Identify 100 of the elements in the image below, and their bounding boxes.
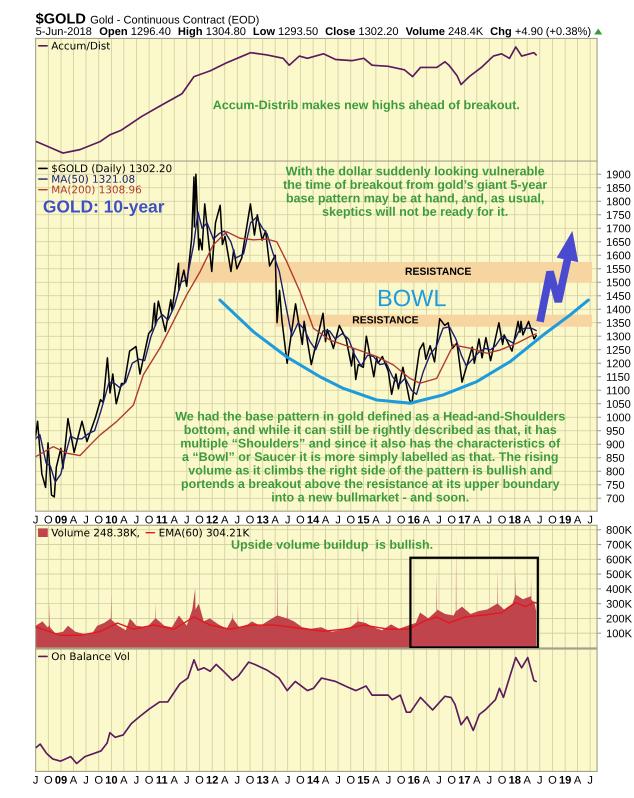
annotation: We had the base pattern in gold defined as a Head-and-Shoulders bottom, and while it can still be rightly described as that, it has multiple “Shoulders” and since it also has the characteristics of a “Bowl” or Saucer it is more simply labelled as that. The rising volume as it climbs the right side of the pattern is bullish and portends a breakout above the resistance at its upper boundary into a new bullmarket - and soon. <box>175 411 565 502</box>
x-tick-label: 09 <box>55 516 67 524</box>
x-tick-label: O <box>44 776 52 784</box>
x-tick-label: J <box>486 776 492 784</box>
x-tick-label: A <box>120 516 128 524</box>
x-tick-label: A <box>524 776 531 784</box>
x-tick-label: 13 <box>257 516 268 524</box>
y-tick-label: 1400 <box>606 306 630 314</box>
x-tick-label: 18 <box>509 516 521 524</box>
y-tick-label: 900 <box>606 440 624 448</box>
legend-label: $GOLD (Daily) 1302.20 <box>52 164 172 174</box>
y-tick-label: 850 <box>606 454 624 462</box>
x-tick-label: J <box>537 776 542 784</box>
x-tick-label: O <box>498 776 506 784</box>
x-tick-label: 19 <box>560 516 571 524</box>
x-tick-label: O <box>94 776 103 784</box>
x-tick-label: 12 <box>206 776 218 784</box>
x-tick-label: J <box>184 516 189 524</box>
x-tick-label: J <box>234 516 240 524</box>
x-tick-label: A <box>170 776 178 784</box>
x-tick-label: A <box>221 776 228 784</box>
annotation: With the dollar suddenly looking vulnerable the time of breakout from gold’s giant 5-year base pattern may be at hand, and, as usual, skeptics will not be ready for it. <box>283 166 548 218</box>
x-tick-label: J <box>134 516 138 524</box>
y-tick-label: 300K <box>606 600 632 608</box>
y-tick-label: 1200 <box>606 360 630 368</box>
annotation: BOWL <box>378 290 446 306</box>
y-tick-label: 1800 <box>606 198 630 206</box>
x-tick-label: A <box>473 516 480 524</box>
x-tick-label: O <box>346 516 355 524</box>
x-tick-label: J <box>285 776 290 784</box>
x-tick-label: J <box>83 776 88 784</box>
x-tick-label: 13 <box>257 776 268 784</box>
x-tick-label: A <box>70 776 78 784</box>
x-tick-label: A <box>271 776 279 784</box>
legend-label: MA(200) 1308.96 <box>52 185 142 195</box>
line-series <box>36 601 537 636</box>
x-tick-label: A <box>221 516 228 524</box>
text: GOLD: 10-year <box>44 200 164 216</box>
x-tick-label: 17 <box>458 776 470 784</box>
x-tick-label: J <box>386 776 390 784</box>
y-tick-label: 1500 <box>606 278 630 286</box>
x-tick-label: J <box>436 776 441 784</box>
text: 5-Jun-2018 Open 1296.40 High 1304.80 Low 1293.50 Close 1302.20 Volume 248.4K Chg +4.90 (+0.38%) <box>36 26 590 38</box>
legend-label: On Balance Vol <box>52 652 129 660</box>
y-tick-label: 1250 <box>606 346 630 354</box>
y-tick-label: 700K <box>606 540 632 549</box>
x-tick-label: J <box>537 516 542 524</box>
x-tick-label: O <box>548 776 556 784</box>
y-tick-label: 500K <box>606 570 632 578</box>
x-tick-label: A <box>574 776 582 784</box>
x-tick-label: J <box>335 776 340 784</box>
band-label: RESISTANCE <box>406 268 471 275</box>
y-tick-label: 700 <box>606 494 624 502</box>
x-tick-label: 10 <box>106 516 118 524</box>
x-tick-label: A <box>322 516 330 524</box>
x-tick-label: A <box>170 516 178 524</box>
x-tick-label: A <box>422 776 430 784</box>
x-tick-label: J <box>335 516 340 524</box>
x-tick-label: J <box>134 776 138 784</box>
x-tick-label: 16 <box>408 776 420 784</box>
y-tick-label: 950 <box>606 427 624 435</box>
y-tick-label: 1100 <box>606 386 630 394</box>
y-tick-label: 750 <box>606 481 624 489</box>
x-tick-label: J <box>33 776 38 784</box>
y-tick-label: 1900 <box>606 170 630 178</box>
x-tick-label: O <box>448 776 456 784</box>
x-tick-label: O <box>145 516 153 524</box>
y-tick-label: 1450 <box>606 292 630 300</box>
y-tick-label: 1750 <box>606 211 630 219</box>
x-tick-label: O <box>397 776 405 784</box>
y-tick-label: 600K <box>606 556 632 564</box>
x-tick-label: A <box>372 516 380 524</box>
x-tick-label: 16 <box>408 516 420 524</box>
x-tick-label: 11 <box>156 776 168 784</box>
y-tick-label: 100K <box>606 629 632 638</box>
y-tick-label: 800 <box>606 468 624 476</box>
x-tick-label: J <box>588 516 592 524</box>
x-tick-label: O <box>296 516 304 524</box>
legend-label: EMA(60) 304.21K <box>160 528 250 538</box>
x-tick-label: J <box>184 776 189 784</box>
x-tick-label: A <box>473 776 480 784</box>
x-tick-label: O <box>196 776 204 784</box>
y-tick-label: 1300 <box>606 332 630 340</box>
x-tick-label: 15 <box>358 776 370 784</box>
x-tick-label: A <box>271 516 279 524</box>
x-tick-label: J <box>83 516 88 524</box>
x-tick-label: 14 <box>308 516 320 524</box>
x-tick-label: 18 <box>509 776 521 784</box>
x-tick-label: O <box>246 776 254 784</box>
x-tick-label: 17 <box>458 516 470 524</box>
x-tick-label: 15 <box>358 516 370 524</box>
y-tick-label: 800K <box>606 526 632 534</box>
x-tick-label: O <box>94 516 103 524</box>
x-tick-label: O <box>498 516 506 524</box>
x-tick-label: A <box>574 516 582 524</box>
x-tick-label: J <box>234 776 240 784</box>
x-tick-label: A <box>422 516 430 524</box>
x-tick-label: O <box>346 776 355 784</box>
y-tick-label: 200K <box>606 614 632 623</box>
x-tick-label: O <box>448 516 456 524</box>
